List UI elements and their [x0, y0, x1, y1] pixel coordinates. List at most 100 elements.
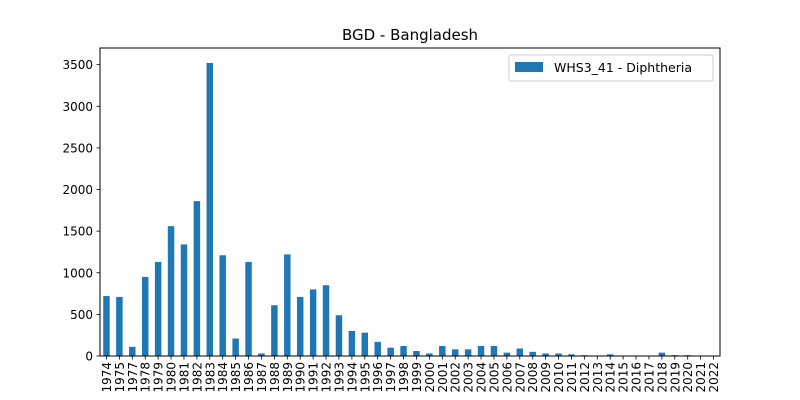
bar-1981: [180, 244, 188, 356]
x-tick-label: 1989: [281, 362, 295, 393]
x-tick-label: 1990: [294, 362, 308, 393]
bar-1979: [154, 261, 162, 356]
bar-1978: [141, 276, 149, 356]
bar-1977: [129, 346, 136, 356]
x-tick-label: 1979: [152, 362, 166, 393]
x-tick-label: 2013: [591, 362, 605, 393]
bar-1974: [103, 296, 110, 356]
bar-1984: [219, 255, 226, 356]
bar-2004: [477, 346, 485, 356]
bar-1980: [167, 226, 175, 356]
y-tick-label: 1500: [62, 225, 93, 239]
bar-2007: [516, 348, 524, 356]
x-tick-label: 2001: [436, 362, 450, 393]
bar-2003: [464, 349, 472, 356]
x-tick-label: 1975: [113, 362, 127, 393]
bar-2010: [555, 353, 562, 356]
bar-1991: [309, 289, 317, 356]
x-tick-label: 2022: [707, 362, 721, 393]
x-tick-label: 1978: [139, 362, 153, 393]
x-tick-label: 1999: [410, 362, 424, 393]
legend-label: WHS3_41 - Diphtheria: [554, 60, 692, 75]
x-tick-label: 1994: [345, 362, 359, 393]
bar-1988: [271, 305, 278, 356]
x-tick-label: 2004: [475, 362, 489, 393]
x-tick-label: 1988: [268, 362, 282, 393]
x-tick-label: 2003: [462, 362, 476, 393]
bar-2018: [658, 352, 666, 356]
bar-2008: [529, 351, 536, 356]
bar-1985: [232, 338, 239, 356]
bar-2002: [451, 349, 459, 356]
x-tick-label: 1981: [177, 362, 191, 393]
legend-swatch: [515, 62, 543, 72]
y-tick-label: 2000: [62, 183, 93, 197]
bar-1992: [322, 285, 330, 356]
bar-1996: [374, 341, 381, 356]
x-tick-label: 2021: [694, 362, 708, 393]
x-tick-label: 1984: [216, 362, 230, 393]
x-tick-label: 1974: [100, 362, 114, 393]
x-tick-label: 1995: [358, 362, 372, 393]
legend: WHS3_41 - Diphtheria: [508, 54, 714, 82]
bar-1993: [335, 315, 343, 356]
x-tick-label: 1982: [190, 362, 204, 393]
x-tick-label: 1996: [371, 362, 385, 393]
bar-2000: [426, 353, 433, 356]
bar-1982: [193, 201, 201, 356]
x-tick-label: 2014: [604, 362, 618, 393]
x-tick-label: 2012: [578, 362, 592, 393]
bar-1997: [387, 347, 394, 356]
bar-2001: [439, 346, 446, 356]
x-tick-label: 1983: [203, 362, 217, 393]
bar-1987: [258, 353, 265, 356]
x-tick-label: 2018: [655, 362, 669, 393]
x-tick-label: 1993: [332, 362, 346, 393]
y-axis: 0 500 1000 1500 2000 2500 3000 3500: [62, 58, 100, 364]
x-tick-label: 2005: [487, 362, 501, 393]
bar-2009: [542, 353, 549, 356]
y-tick-label: 0: [85, 350, 93, 364]
y-tick-label: 500: [70, 308, 93, 322]
y-tick-label: 3000: [62, 100, 93, 114]
x-tick-label: 1985: [229, 362, 243, 393]
legend-box: [508, 54, 714, 82]
x-tick-label: 2015: [617, 362, 631, 393]
y-tick-label: 3500: [62, 58, 93, 72]
plot-frame: [99, 47, 721, 357]
x-tick-label: 2000: [423, 362, 437, 393]
x-tick-label: 1997: [384, 362, 398, 393]
bar-1998: [400, 346, 407, 356]
x-tick-label: 1998: [397, 362, 411, 393]
x-tick-label: 2007: [513, 362, 527, 393]
bar-1983: [206, 62, 214, 356]
x-tick-label: 2006: [500, 362, 514, 393]
x-axis: 1974197519771978197919801981198219831984…: [100, 356, 721, 393]
x-tick-label: 2010: [552, 362, 566, 393]
chart-title: BGD - Bangladesh: [342, 26, 478, 44]
y-tick-label: 1000: [62, 266, 93, 280]
x-tick-label: 1987: [255, 362, 269, 393]
bar-2011: [568, 354, 575, 356]
x-tick-label: 2009: [539, 362, 553, 393]
x-tick-label: 1977: [126, 362, 140, 393]
x-tick-label: 2011: [565, 362, 579, 393]
bar-1995: [361, 332, 369, 356]
bar-1986: [245, 261, 252, 356]
x-tick-label: 1991: [307, 362, 321, 393]
x-tick-label: 2016: [630, 362, 644, 393]
bars-group: [103, 62, 704, 356]
bar-1990: [296, 296, 304, 356]
bar-1999: [413, 351, 420, 356]
bar-2014: [606, 354, 614, 356]
bar-1975: [116, 296, 123, 356]
bar-2005: [490, 346, 498, 356]
y-tick-label: 2500: [62, 141, 93, 155]
x-tick-label: 1992: [320, 362, 334, 393]
x-tick-label: 1980: [165, 362, 179, 393]
bar-2006: [503, 352, 511, 356]
x-tick-label: 2020: [681, 362, 695, 393]
x-tick-label: 2002: [449, 362, 463, 393]
